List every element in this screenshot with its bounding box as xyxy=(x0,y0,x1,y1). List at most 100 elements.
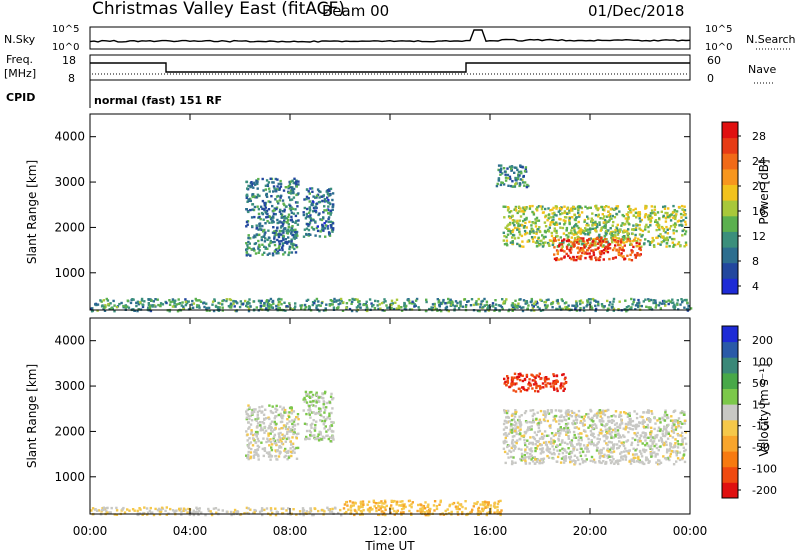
heatmap-cell xyxy=(463,298,467,301)
heatmap-cell xyxy=(644,213,648,216)
heatmap-cell xyxy=(655,223,658,227)
heatmap-cell xyxy=(513,424,517,427)
heatmap-cell xyxy=(676,220,680,223)
heatmap-cell xyxy=(514,445,517,449)
heatmap-cell xyxy=(514,205,518,209)
heatmap-cell xyxy=(506,167,509,170)
heatmap-cell xyxy=(553,239,556,242)
heatmap-cell xyxy=(597,215,600,218)
heatmap-cell xyxy=(684,442,688,446)
heatmap-cell xyxy=(372,499,375,502)
heatmap-cell xyxy=(675,453,678,456)
heatmap-cell xyxy=(579,232,582,235)
heatmap-cell xyxy=(265,507,269,510)
heatmap-cell xyxy=(323,408,327,412)
heatmap-cell xyxy=(560,208,563,211)
heatmap-cell xyxy=(290,412,294,415)
heatmap-cell xyxy=(535,232,538,235)
time-axis: 00:00 04:00 08:00 12:00 16:00 20:00 00:00 xyxy=(73,114,707,538)
heatmap-cell xyxy=(522,212,525,216)
heatmap-cell xyxy=(263,204,266,207)
heatmap-cell xyxy=(641,229,645,233)
heatmap-cell xyxy=(635,245,638,248)
heatmap-cell xyxy=(662,443,666,447)
heatmap-cell xyxy=(613,423,617,426)
heatmap-cell xyxy=(332,227,335,230)
heatmap-cell xyxy=(513,237,517,240)
heatmap-cell xyxy=(198,306,201,309)
heatmap-cell xyxy=(602,238,605,242)
heatmap-cell xyxy=(255,224,258,227)
heatmap-cell xyxy=(528,205,532,208)
heatmap-cell xyxy=(316,188,320,191)
heatmap-cell xyxy=(616,425,619,428)
heatmap-cell xyxy=(312,219,315,222)
heatmap-cell xyxy=(549,440,553,443)
heatmap-cell xyxy=(672,429,675,432)
heatmap-cell xyxy=(685,243,688,247)
heatmap-cell xyxy=(614,427,617,430)
heatmap-cell xyxy=(620,252,623,255)
heatmap-cell xyxy=(570,460,574,463)
heatmap-cell xyxy=(669,300,672,303)
heatmap-cell xyxy=(538,226,541,229)
heatmap-cell xyxy=(283,251,287,254)
heatmap-cell xyxy=(483,297,486,301)
heatmap-cell xyxy=(476,303,480,306)
heatmap-cell xyxy=(629,423,632,426)
heatmap-cell xyxy=(509,241,513,244)
heatmap-cell xyxy=(249,423,253,426)
heatmap-cell xyxy=(534,300,537,303)
heatmap-cell xyxy=(264,222,267,225)
heatmap-cell xyxy=(586,444,589,447)
heatmap-cell xyxy=(283,203,286,207)
heatmap-cell xyxy=(519,298,522,301)
heatmap-cell xyxy=(654,453,657,456)
heatmap-cell xyxy=(607,220,610,223)
heatmap-cell xyxy=(256,413,259,416)
heatmap-cell xyxy=(681,229,684,233)
heatmap-cell xyxy=(292,212,296,215)
heatmap-cell xyxy=(610,208,613,211)
heatmap-cell xyxy=(261,253,264,256)
heatmap-cell xyxy=(482,305,485,309)
heatmap-cell xyxy=(563,387,566,391)
heatmap-cell xyxy=(496,502,500,506)
heatmap-cell xyxy=(333,297,336,301)
heatmap-cell xyxy=(570,439,574,442)
heatmap-cell xyxy=(523,438,526,442)
heatmap-cell xyxy=(259,205,263,208)
heatmap-cell xyxy=(628,240,632,243)
heatmap-cell xyxy=(671,422,675,425)
heatmap-cell xyxy=(583,244,586,247)
heatmap-cell xyxy=(321,396,324,400)
heatmap-cell xyxy=(305,215,309,218)
heatmap-cell xyxy=(365,304,368,307)
heatmap-cell xyxy=(305,429,309,433)
heatmap-cell xyxy=(320,419,324,423)
heatmap-cell xyxy=(674,215,677,218)
heatmap-cell xyxy=(517,375,521,379)
heatmap-cell xyxy=(285,217,288,220)
heatmap-cell xyxy=(100,300,103,303)
heatmap-cell xyxy=(649,219,653,222)
heatmap-cell xyxy=(184,300,188,304)
heatmap-cell xyxy=(658,439,661,442)
heatmap-cell xyxy=(279,412,282,416)
heatmap-cell xyxy=(514,299,517,302)
heatmap-cell xyxy=(672,306,675,309)
heatmap-cell xyxy=(624,428,627,431)
heatmap-cell xyxy=(301,507,305,510)
heatmap-cell xyxy=(663,237,666,240)
heatmap-cell xyxy=(638,233,642,236)
heatmap-cell xyxy=(565,245,569,248)
heatmap-cell xyxy=(563,429,566,432)
heatmap-cell xyxy=(618,415,621,418)
heatmap-cell xyxy=(383,502,386,505)
heatmap-cell xyxy=(530,224,533,227)
heatmap-cell xyxy=(246,223,249,226)
heatmap-cell xyxy=(656,429,660,432)
heatmap-cell xyxy=(277,455,281,458)
heatmap-cell xyxy=(525,226,528,229)
heatmap-cell xyxy=(265,440,268,444)
